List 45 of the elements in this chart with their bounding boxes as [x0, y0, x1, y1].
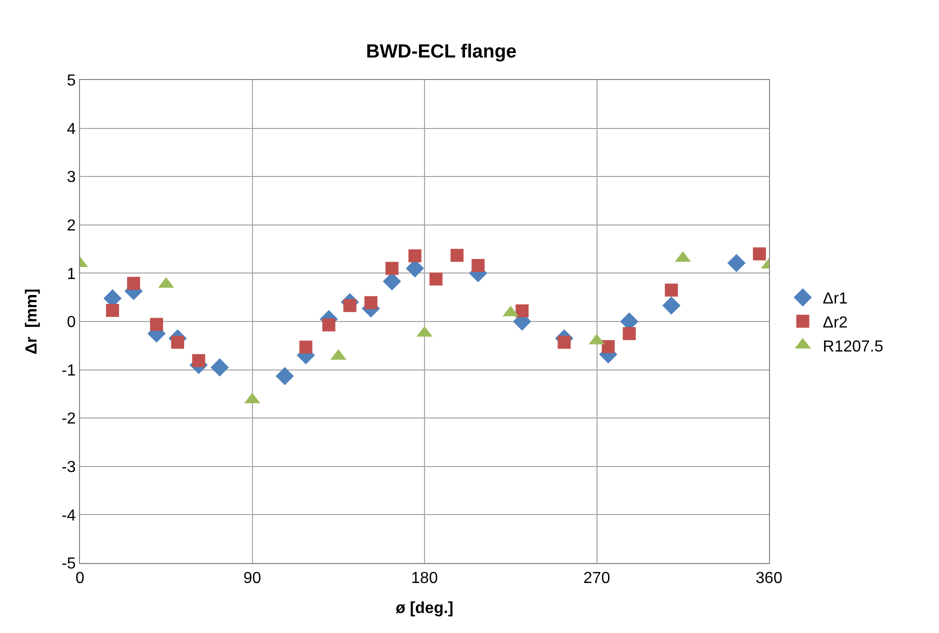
- legend-label: Δr2: [822, 314, 848, 332]
- point: [364, 296, 378, 310]
- point: [429, 272, 442, 286]
- point: [664, 284, 678, 297]
- point: [192, 354, 206, 368]
- legend-label: Δr1: [822, 290, 848, 308]
- x-tick-label: 180: [411, 570, 438, 588]
- y-tick-label: -1: [62, 362, 76, 380]
- y-tick-label: 0: [66, 314, 76, 332]
- point: [322, 318, 336, 332]
- point: [150, 318, 164, 331]
- chart-title: BWD-ECL flange: [366, 42, 517, 63]
- point: [171, 336, 184, 349]
- y-tick-label: 5: [66, 72, 76, 90]
- y-axis-title: Δr [mm]: [23, 288, 40, 354]
- x-tick-label: 270: [583, 570, 610, 588]
- x-tick-label: 360: [756, 570, 782, 588]
- y-tick-label: -4: [62, 507, 76, 524]
- y-tick-label: -5: [62, 556, 76, 573]
- legend-label: R1207.5: [822, 338, 884, 356]
- point: [622, 327, 636, 340]
- y-tick-label: 4: [66, 120, 76, 138]
- point: [450, 248, 464, 262]
- y-tick-label: 2: [66, 218, 76, 234]
- y-tick-label: 1: [66, 266, 76, 283]
- point: [558, 336, 571, 349]
- y-tick-label: -2: [62, 410, 76, 428]
- point: [408, 249, 422, 262]
- point: [106, 304, 120, 317]
- x-tick-label: 90: [243, 570, 262, 588]
- point: [127, 276, 140, 290]
- point: [727, 254, 746, 272]
- point: [385, 262, 398, 275]
- y-tick-label: -3: [62, 459, 76, 476]
- point: [276, 366, 294, 386]
- point: [602, 340, 615, 354]
- y-tick-label: 3: [66, 169, 76, 186]
- point: [472, 258, 485, 272]
- point: [343, 299, 356, 312]
- point: [516, 304, 529, 318]
- point: [752, 247, 766, 260]
- point: [662, 296, 680, 315]
- point: [299, 340, 312, 354]
- point: [210, 358, 229, 376]
- x-axis-title: ø [deg.]: [396, 600, 454, 617]
